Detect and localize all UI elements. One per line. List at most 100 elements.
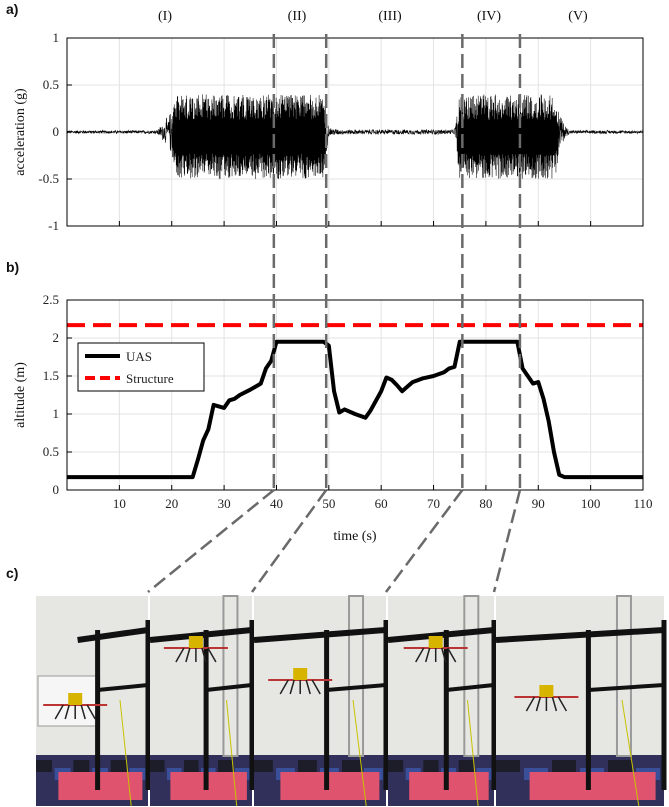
photo-structure-beam xyxy=(387,627,495,643)
altitude-y-tick-label: 1 xyxy=(53,406,60,421)
altitude-x-tick-label: 80 xyxy=(479,496,492,511)
photo-drone-leg xyxy=(440,647,447,663)
legend-box xyxy=(77,342,205,392)
altitude-x-tick-label: 60 xyxy=(375,496,388,511)
photo-drone-body xyxy=(188,636,203,648)
accel-series-line xyxy=(67,94,643,179)
photo-drone-leg xyxy=(557,696,568,712)
photo-drone-leg xyxy=(175,647,185,663)
altitude-x-tick-label: 50 xyxy=(322,496,335,511)
photo-floor-tile xyxy=(423,760,439,772)
photo-floor-tile xyxy=(218,760,233,772)
altitude-y-tick-label: 2 xyxy=(53,330,60,345)
altitude-x-ticks: 10 20 30 40 50 60 70 80 90 100 110 xyxy=(113,485,653,511)
photo-drone-leg xyxy=(447,647,457,663)
photo-connector-line xyxy=(384,489,464,593)
photo-structure-beam xyxy=(326,683,387,692)
photo-truss xyxy=(615,595,632,757)
photo-frame xyxy=(253,595,389,807)
photo-truss xyxy=(463,595,480,757)
photo-truss xyxy=(222,595,239,757)
photo-floor-tile xyxy=(150,760,165,772)
photo-structure-beam xyxy=(205,683,253,692)
altitude-x-tick-label: 70 xyxy=(427,496,440,511)
accel-chart: -1 -0.5 0 0.5 1 acceleration (g) xyxy=(13,30,644,233)
altitude-y-tick-label: 0.5 xyxy=(43,444,59,459)
altitude-axes-box xyxy=(66,299,644,491)
altitude-x-tick-label: 20 xyxy=(165,496,178,511)
phase-label: (I) xyxy=(158,9,172,24)
photo-structure-beam xyxy=(446,683,495,692)
photo-frame xyxy=(387,595,497,807)
phase-label: (IV) xyxy=(477,9,501,24)
altitude-y-axis-label: altitude (m) xyxy=(13,362,28,428)
photo-drone-leg xyxy=(415,647,425,663)
photo-drone-leg xyxy=(535,696,542,712)
photo-drone-body xyxy=(293,668,308,680)
accel-y-tick-label: -1 xyxy=(48,218,59,233)
photo-cable xyxy=(467,699,479,807)
photo-cable xyxy=(226,699,238,807)
altitude-y-ticks: 0 0.5 1 1.5 2 2.5 xyxy=(43,292,72,497)
altitude-grid xyxy=(67,300,643,490)
photo-floor-tile xyxy=(73,760,90,772)
panel-label-a: a) xyxy=(6,1,18,17)
legend-uas-label: UAS xyxy=(126,349,152,364)
altitude-x-tick-label: 110 xyxy=(633,496,652,511)
photo-floor-tile xyxy=(254,760,273,772)
photo-drone-leg xyxy=(311,679,321,695)
photo-cable xyxy=(119,699,132,807)
photo-floor-tile xyxy=(496,760,520,772)
altitude-x-tick-label: 30 xyxy=(218,496,231,511)
photo-floor-tile xyxy=(342,760,361,772)
photo-structure-beam xyxy=(253,627,387,643)
photo-floor-tile xyxy=(298,760,317,772)
altitude-x-tick-label: 10 xyxy=(113,496,126,511)
photo-drone-leg xyxy=(80,704,86,720)
photo-structure-beam xyxy=(77,627,149,643)
photo-drone-leg xyxy=(207,647,217,663)
photo-frame xyxy=(495,595,667,807)
photo-structure-beam xyxy=(149,627,253,643)
phase-label: (V) xyxy=(568,9,588,24)
photo-strip xyxy=(36,595,667,807)
photo-floor-tile xyxy=(388,760,404,772)
photo-drone-leg xyxy=(201,647,207,663)
legend-structure-label: Structure xyxy=(126,371,174,386)
altitude-x-tick-label: 90 xyxy=(532,496,545,511)
altitude-plot-bg xyxy=(67,300,643,490)
photo-cable xyxy=(352,699,367,807)
panel-label-c: c) xyxy=(6,565,18,581)
photo-drone-leg xyxy=(86,704,96,720)
phase-boundaries xyxy=(147,34,522,593)
accel-y-tick-label: -0.5 xyxy=(38,171,59,186)
photo-drone-body xyxy=(539,685,554,697)
accel-y-tick-label: 0 xyxy=(53,124,60,139)
photo-truss xyxy=(348,595,365,757)
altitude-legend: UAS Structure xyxy=(77,342,205,392)
phase-label: (III) xyxy=(378,9,402,24)
photo-frame xyxy=(36,596,151,807)
photo-drone-leg xyxy=(185,647,191,663)
photo-structure-beam xyxy=(588,683,665,692)
photo-connector-line xyxy=(492,489,522,593)
altitude-y-tick-label: 0 xyxy=(53,482,60,497)
time-x-axis-label: time (s) xyxy=(333,529,376,544)
phase-labels: (I) (II) (III) (IV) (V) xyxy=(158,9,588,24)
photo-drone-leg xyxy=(305,679,311,695)
photo-frame xyxy=(149,595,255,807)
altitude-x-tick-label: 100 xyxy=(581,496,601,511)
photo-drone-leg xyxy=(289,679,295,695)
uas-series-line xyxy=(67,339,643,480)
photo-drone-leg xyxy=(551,696,558,712)
photo-drone-leg xyxy=(424,647,431,663)
altitude-chart: 0 0.5 1 1.5 2 2.5 10 20 30 40 50 60 70 80 90 100 110 al… xyxy=(13,292,653,544)
photo-structure-beam xyxy=(495,627,665,643)
photo-cable xyxy=(621,699,640,807)
photo-drone-leg xyxy=(279,679,289,695)
photo-connector-line xyxy=(147,489,275,593)
photo-drone-leg xyxy=(64,704,70,720)
photo-drone-leg xyxy=(525,696,536,712)
accel-y-axis-label: acceleration (g) xyxy=(13,88,28,176)
